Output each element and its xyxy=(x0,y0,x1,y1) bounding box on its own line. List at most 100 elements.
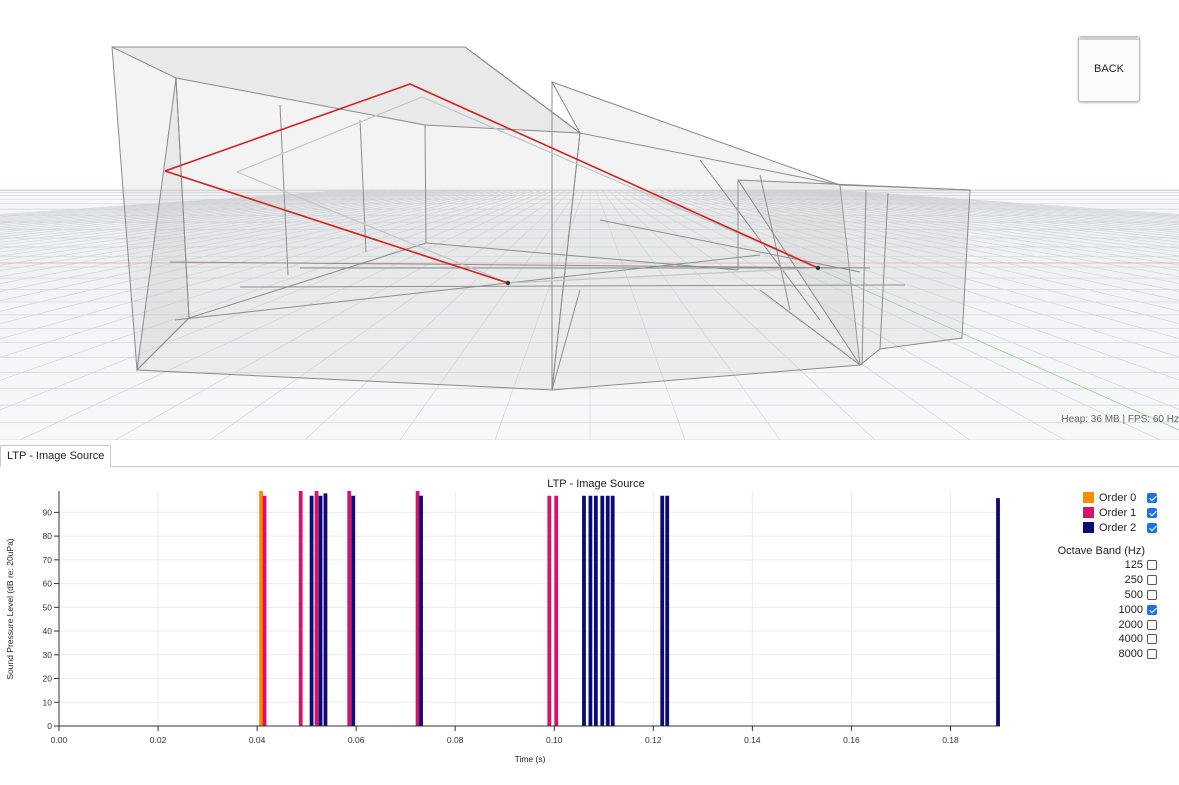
grid-line xyxy=(733,189,1179,243)
grid-line xyxy=(757,189,1179,233)
room-model-scene[interactable] xyxy=(0,0,1179,440)
octave-label: 1000 xyxy=(1118,603,1143,616)
bar-order-1 xyxy=(262,495,267,726)
octave-125-checkbox[interactable] xyxy=(1147,560,1157,571)
grid-line xyxy=(685,189,1179,277)
octave-label: 125 xyxy=(1124,559,1143,572)
x-tick-label: 0.18 xyxy=(942,735,959,745)
grid-line xyxy=(751,189,1179,235)
grid-line xyxy=(715,189,1179,253)
room-edges xyxy=(136,46,971,391)
x-tick-label: 0.06 xyxy=(348,735,365,745)
bar-order-1 xyxy=(347,491,352,726)
bar-order-2 xyxy=(610,495,615,726)
octave-band-4000: 4000 xyxy=(1045,632,1157,647)
y-tick-label: 20 xyxy=(43,674,53,684)
grid-line xyxy=(697,189,1179,266)
grid-line xyxy=(0,189,519,312)
bar-order-2 xyxy=(660,495,665,726)
bar-order-2 xyxy=(419,495,423,726)
x-tick-label: 0.08 xyxy=(447,735,464,745)
grid-line xyxy=(727,189,1179,246)
bar-order-1 xyxy=(298,491,303,726)
grid-line xyxy=(0,189,495,278)
x-tick-label: 0.12 xyxy=(645,735,662,745)
order-1-label: Order 1 xyxy=(1099,506,1137,519)
octave-band-250: 250 xyxy=(1045,573,1157,588)
perf-readout: Heap: 36 MB | FPS: 60 Hz xyxy=(1061,414,1179,425)
chart-axes: 0.00 0.02 0.04 0.06 0.08 0.10 0.12 0.14 0.16 0.18… xyxy=(43,491,1000,745)
octave-label: 500 xyxy=(1124,588,1143,601)
grid-line xyxy=(0,189,483,266)
octave-4000-checkbox[interactable] xyxy=(1147,634,1157,645)
octave-label: 2000 xyxy=(1118,618,1143,631)
z-axis-line xyxy=(819,269,1179,431)
3d-viewport[interactable]: BACK Heap: 36 MB | FPS: 60 Hz xyxy=(0,0,1179,440)
grid-line xyxy=(0,189,423,233)
grid-line xyxy=(703,189,1179,261)
grid-line xyxy=(0,189,507,292)
order-0-checkbox[interactable] xyxy=(1147,492,1157,503)
octave-band-125: 125 xyxy=(1045,558,1157,573)
bar-order-1 xyxy=(554,495,559,726)
chart-legend: Order 0 Order 1 Order 2 Octave Band (Hz)… xyxy=(1045,490,1157,662)
x-tick-label: 0.04 xyxy=(249,735,266,745)
bar-order-2 xyxy=(665,495,670,726)
grid-line xyxy=(0,189,501,284)
bar-order-2 xyxy=(309,495,314,726)
legend-order-0: Order 0 xyxy=(1045,490,1157,505)
legend-order-2: Order 2 xyxy=(1045,520,1157,535)
order-2-label: Order 2 xyxy=(1099,521,1137,534)
y-axis-label: Sound Pressure Level (dB re: 20uPa) xyxy=(5,538,15,679)
chart-bars xyxy=(259,491,1000,726)
ray-path-red xyxy=(164,83,819,284)
back-button[interactable]: BACK xyxy=(1078,36,1140,102)
scene-background xyxy=(0,0,1179,440)
octave-500-checkbox[interactable] xyxy=(1147,589,1157,600)
grid-line xyxy=(667,189,1179,301)
grid-line xyxy=(661,189,1179,312)
x-tick-label: 0.14 xyxy=(744,735,761,745)
grid-line xyxy=(745,189,1179,238)
y-tick-label: 10 xyxy=(43,697,53,707)
bar-order-2 xyxy=(351,495,356,726)
tab-ltp-image-source[interactable]: LTP - Image Source xyxy=(0,445,112,467)
octave-1000-checkbox[interactable] xyxy=(1147,604,1157,615)
order-2-checkbox[interactable] xyxy=(1147,522,1157,533)
room-geometry xyxy=(111,46,971,391)
octave-label: 250 xyxy=(1124,574,1143,587)
bar-order-2 xyxy=(600,495,605,726)
octave-band-title: Octave Band (Hz) xyxy=(1057,545,1145,557)
grid-line xyxy=(0,189,459,249)
grid-line xyxy=(0,189,453,246)
chart-grid xyxy=(58,491,1000,727)
y-tick-label: 90 xyxy=(43,507,53,517)
bar-order-1 xyxy=(415,491,420,726)
octave-2000-checkbox[interactable] xyxy=(1147,619,1157,630)
grid-line xyxy=(0,189,477,261)
grid-line xyxy=(0,189,489,271)
octave-band-500: 500 xyxy=(1045,588,1157,603)
bar-order-2 xyxy=(593,495,598,726)
panel-tab-bar: LTP - Image Source xyxy=(0,440,1179,467)
octave-250-checkbox[interactable] xyxy=(1147,575,1157,586)
x-axis-label: Time (s) xyxy=(515,754,546,764)
grid-line xyxy=(0,189,471,257)
grid-line xyxy=(0,189,441,240)
chart-title: LTP - Image Source xyxy=(547,478,644,490)
order-0-swatch xyxy=(1083,492,1094,503)
bar-order-1 xyxy=(547,495,552,726)
y-tick-label: 40 xyxy=(43,626,53,636)
x-tick-label: 0.00 xyxy=(51,735,68,745)
y-tick-label: 0 xyxy=(47,721,52,731)
bar-order-2 xyxy=(318,495,323,726)
bar-order-2 xyxy=(605,495,610,726)
legend-order-1: Order 1 xyxy=(1045,505,1157,520)
y-tick-label: 30 xyxy=(43,650,53,660)
bar-order-2 xyxy=(323,493,328,726)
grid-line xyxy=(721,189,1179,249)
order-1-checkbox[interactable] xyxy=(1147,507,1157,518)
grid-line xyxy=(739,189,1179,240)
octave-8000-checkbox[interactable] xyxy=(1147,649,1157,660)
octave-band-2000: 2000 xyxy=(1045,617,1157,632)
